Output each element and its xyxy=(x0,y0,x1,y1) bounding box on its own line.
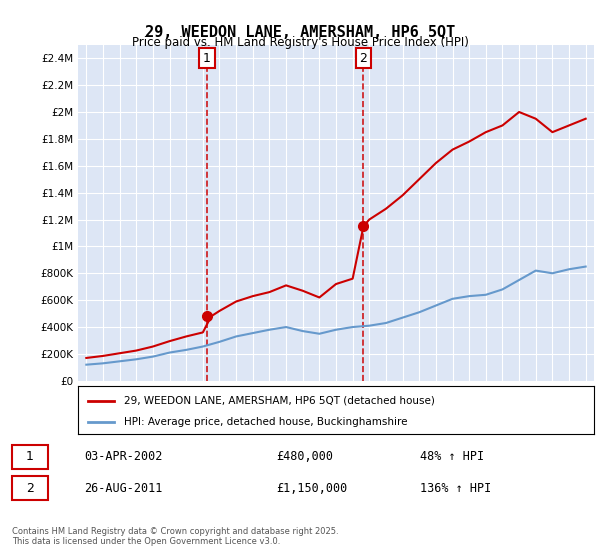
Text: 1: 1 xyxy=(203,52,211,64)
Text: 03-APR-2002: 03-APR-2002 xyxy=(84,450,163,464)
Text: £480,000: £480,000 xyxy=(276,450,333,464)
Text: Price paid vs. HM Land Registry's House Price Index (HPI): Price paid vs. HM Land Registry's House … xyxy=(131,36,469,49)
Text: 136% ↑ HPI: 136% ↑ HPI xyxy=(420,482,491,494)
Text: 26-AUG-2011: 26-AUG-2011 xyxy=(84,482,163,494)
FancyBboxPatch shape xyxy=(12,476,48,500)
Text: HPI: Average price, detached house, Buckinghamshire: HPI: Average price, detached house, Buck… xyxy=(124,417,408,427)
Text: 2: 2 xyxy=(359,52,367,64)
Text: 29, WEEDON LANE, AMERSHAM, HP6 5QT: 29, WEEDON LANE, AMERSHAM, HP6 5QT xyxy=(145,25,455,40)
FancyBboxPatch shape xyxy=(12,445,48,469)
Text: 2: 2 xyxy=(26,482,34,494)
Text: 1: 1 xyxy=(26,450,34,464)
Text: Contains HM Land Registry data © Crown copyright and database right 2025.
This d: Contains HM Land Registry data © Crown c… xyxy=(12,526,338,546)
Text: £1,150,000: £1,150,000 xyxy=(276,482,347,494)
Text: 48% ↑ HPI: 48% ↑ HPI xyxy=(420,450,484,464)
Text: 29, WEEDON LANE, AMERSHAM, HP6 5QT (detached house): 29, WEEDON LANE, AMERSHAM, HP6 5QT (deta… xyxy=(124,396,436,405)
